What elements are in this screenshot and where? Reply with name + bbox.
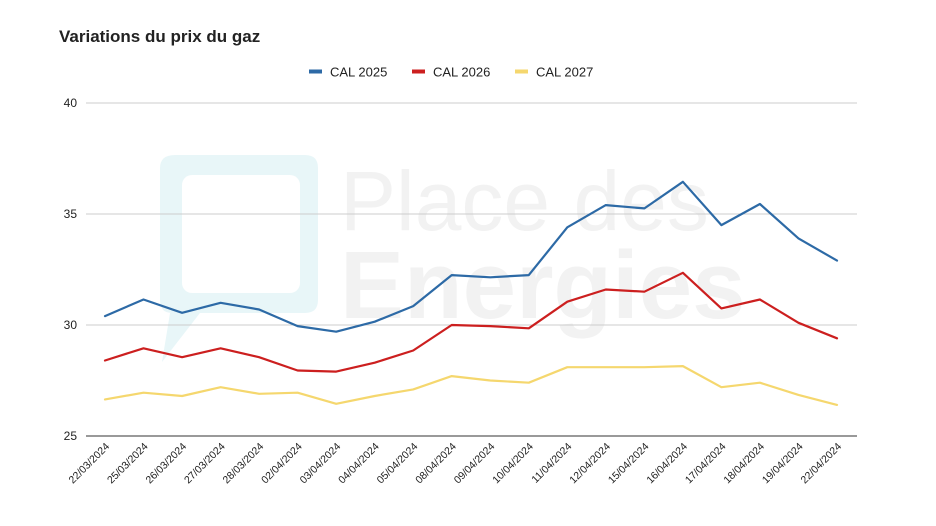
legend-label: CAL 2026 xyxy=(433,65,490,80)
y-tick-label: 25 xyxy=(64,429,78,443)
x-tick-label: 10/04/2024 xyxy=(490,441,536,487)
legend: CAL 2025 CAL 2026 CAL 2027 xyxy=(309,65,593,80)
x-axis-ticks: 22/03/202425/03/202426/03/202427/03/2024… xyxy=(66,441,844,487)
legend-swatch xyxy=(412,69,425,74)
x-tick-label: 22/04/2024 xyxy=(798,441,844,487)
y-axis-ticks: 25 30 35 40 xyxy=(64,96,78,443)
legend-swatch xyxy=(515,69,528,74)
legend-label: CAL 2027 xyxy=(536,65,593,80)
series-line-cal-2027 xyxy=(103,365,839,406)
speech-bubble-logo-icon xyxy=(160,155,318,362)
legend-swatch xyxy=(309,69,322,74)
watermark: Place des Energies xyxy=(160,154,746,362)
y-tick-label: 30 xyxy=(64,318,78,332)
y-tick-label: 40 xyxy=(64,96,78,110)
y-tick-label: 35 xyxy=(64,207,78,221)
legend-label: CAL 2025 xyxy=(330,65,387,80)
series-lines xyxy=(103,180,839,406)
series-line-cal-2025 xyxy=(103,180,839,333)
chart-title: Variations du prix du gaz xyxy=(59,27,261,46)
watermark-line2: Energies xyxy=(340,232,746,339)
series-line-cal-2026 xyxy=(103,271,839,373)
watermark-line1: Place des xyxy=(340,154,709,248)
